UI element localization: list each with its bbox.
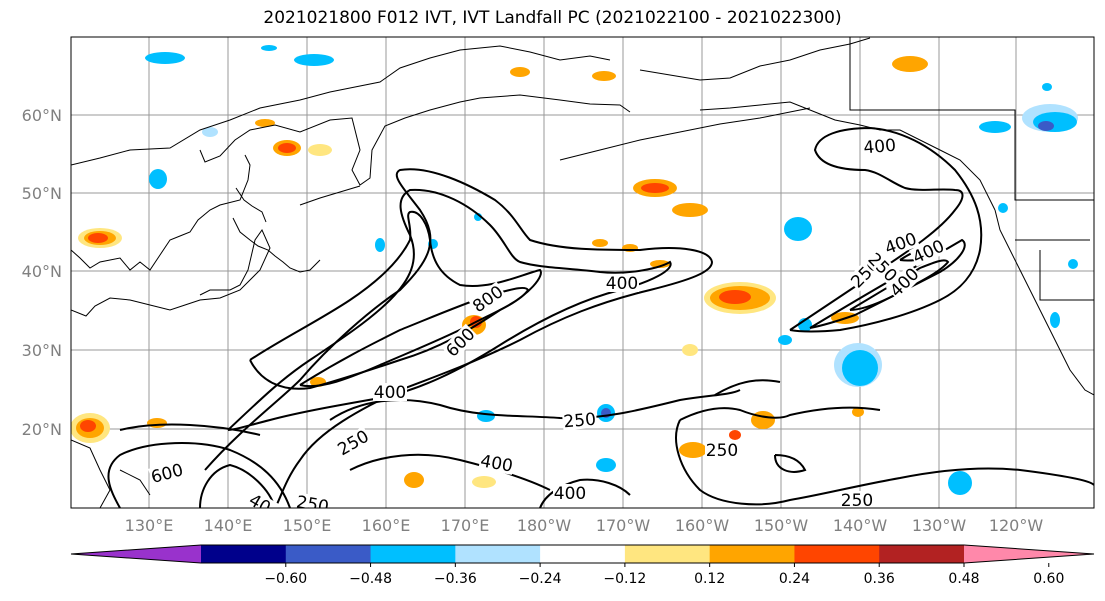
colorbar: −0.60 −0.48 −0.36 −0.24 −0.12 0.12 0.24 0.36 0.4…	[70, 544, 1095, 587]
svg-text:250: 250	[841, 491, 873, 511]
colorbar-tick-label: −0.12	[603, 571, 646, 587]
colorbar-segment	[285, 545, 372, 563]
colorbar-tick-label: −0.60	[264, 571, 307, 587]
lon-tick-label: 170°E	[441, 516, 490, 535]
lon-tick-label: 120°W	[989, 516, 1044, 535]
svg-text:400: 400	[606, 274, 638, 294]
colorbar-segment	[879, 545, 965, 563]
colorbar-segment	[455, 545, 541, 563]
lat-tick-label: 30°N	[22, 341, 62, 360]
svg-text:250: 250	[563, 410, 597, 433]
contour-label: 400	[373, 383, 407, 403]
contour-label: 250	[294, 492, 331, 517]
lon-tick-label: 170°W	[596, 516, 651, 535]
lat-tick-label: 40°N	[22, 262, 62, 281]
colorbar-tick-label: 0.12	[694, 571, 725, 587]
graticule	[71, 37, 1094, 508]
colorbar-segment	[370, 545, 456, 563]
ivt-anomaly-fill	[71, 45, 1078, 495]
colorbar-tick-label: 0.60	[1033, 571, 1064, 587]
contour-label: 400	[553, 484, 587, 504]
colorbar-segment	[540, 545, 626, 563]
lon-tick-label: 150°E	[283, 516, 332, 535]
colorbar-segment	[794, 545, 880, 563]
svg-text:400: 400	[554, 484, 586, 504]
colorbar-extend-low	[71, 545, 201, 563]
lon-tick-label: 140°W	[833, 516, 888, 535]
colorbar-outline	[70, 544, 1095, 564]
colorbar-tick-label: 0.24	[779, 571, 810, 587]
lon-tick-label: 160°E	[362, 516, 411, 535]
lon-tick-label: 150°W	[754, 516, 809, 535]
colorbar-tick-label: 0.48	[948, 571, 979, 587]
colorbar-tick-label: −0.36	[434, 571, 477, 587]
lon-tick-label: 180°W	[517, 516, 572, 535]
svg-text:400: 400	[863, 136, 897, 159]
map-title: 2021021800 F012 IVT, IVT Landfall PC (20…	[263, 8, 842, 28]
lon-tick-label: 160°W	[675, 516, 730, 535]
lon-tick-label: 140°E	[204, 516, 253, 535]
svg-text:250: 250	[706, 441, 738, 461]
contour-label: 250	[840, 491, 874, 511]
contour-label: 250	[561, 409, 598, 433]
colorbar-tick-label: −0.24	[519, 571, 562, 587]
colorbar-tick-label: −0.48	[349, 571, 392, 587]
map-border	[70, 36, 1095, 509]
colorbar-extend-high	[964, 545, 1094, 563]
longitude-axis: 130°E 140°E 150°E 160°E 170°E 180°W 170°W 160°W…	[125, 516, 1044, 535]
lat-tick-label: 20°N	[22, 420, 62, 439]
contour-label: 400	[861, 135, 898, 159]
contour-label: 250	[705, 441, 739, 461]
colorbar-segment	[201, 545, 287, 563]
svg-text:250: 250	[295, 492, 330, 517]
lat-tick-label: 50°N	[22, 184, 62, 203]
lon-tick-label: 130°W	[912, 516, 967, 535]
contour-label: 400	[605, 274, 639, 294]
colorbar-tick-label: 0.36	[864, 571, 895, 587]
latitude-axis: 60°N 50°N 40°N 30°N 20°N	[22, 106, 62, 439]
lat-tick-label: 60°N	[22, 106, 62, 125]
coastlines	[71, 37, 1094, 508]
colorbar-segment	[624, 545, 711, 563]
ivt-contours	[107, 126, 1094, 508]
svg-text:400: 400	[374, 383, 406, 403]
lon-tick-label: 130°E	[125, 516, 174, 535]
colorbar-segment	[709, 545, 795, 563]
